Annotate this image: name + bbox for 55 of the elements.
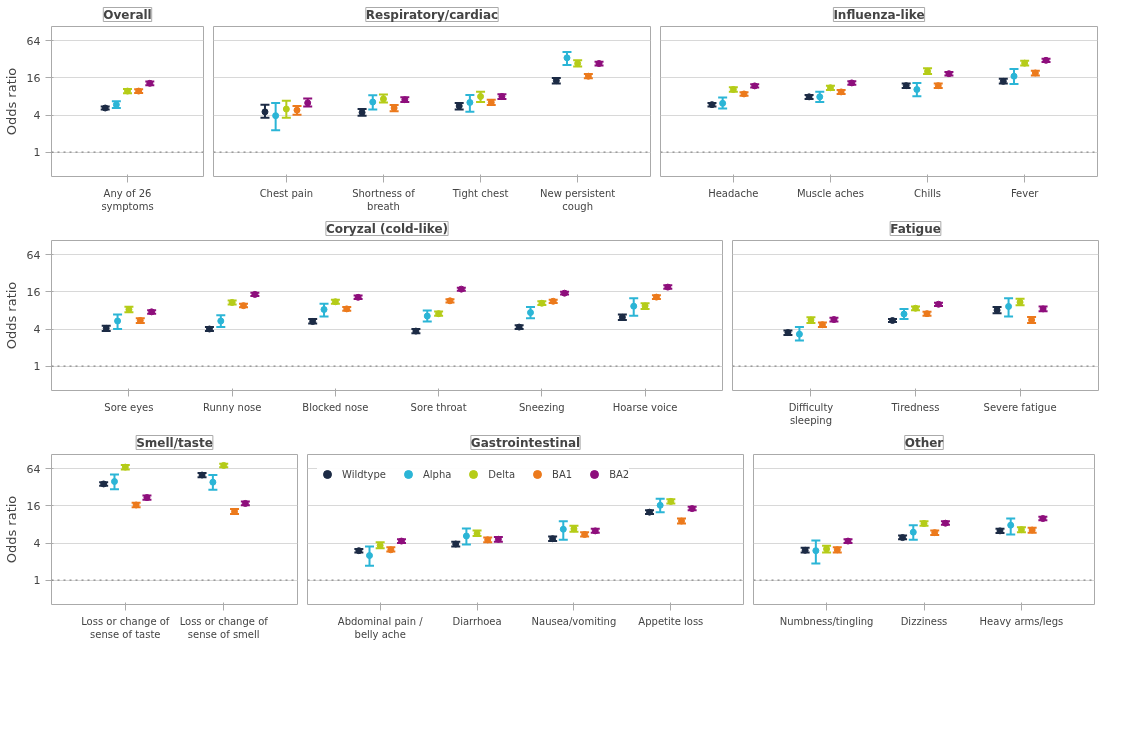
- legend-label: Delta: [488, 468, 516, 480]
- x-tick-label: Tiredness: [890, 401, 940, 413]
- y-tick-label: 4: [33, 537, 41, 551]
- x-tick-label: Tight chest: [451, 187, 509, 199]
- y-tick-label: 4: [33, 323, 41, 337]
- y-axis-title: Odds ratio: [3, 67, 19, 136]
- y-axis-title: Odds ratio: [3, 281, 19, 350]
- x-tick-label: Difficulty sleeping: [788, 401, 834, 426]
- y-tick-label: 1: [33, 574, 41, 588]
- x-tick-label: Abdominal pain / belly ache: [337, 615, 424, 640]
- x-tick-label: Muscle aches: [796, 187, 864, 199]
- legend-label: Alpha: [422, 468, 452, 480]
- y-tick-label: 1: [33, 360, 41, 374]
- x-tick-label: New persistent cough: [540, 187, 616, 212]
- chart-title: Coryzal (cold-like): [325, 221, 449, 236]
- chart-title: Other: [904, 435, 944, 450]
- y-tick-label: 4: [33, 109, 41, 123]
- x-tick-label: Chest pain: [259, 187, 314, 199]
- chart-title: Gastrointestinal: [470, 435, 581, 450]
- x-tick-label: Loss or change of sense of smell: [179, 615, 269, 640]
- chart-title: Influenza-like: [833, 7, 925, 22]
- x-tick-label: Any of 26 symptoms: [101, 187, 154, 212]
- y-tick-label: 1: [33, 146, 41, 160]
- legend-label: BA2: [609, 468, 630, 480]
- x-tick-label: Dizziness: [900, 615, 948, 627]
- x-tick-label: Fever: [1010, 187, 1040, 199]
- x-tick-label: Sneezing: [518, 401, 565, 413]
- x-tick-label: Shortness of breath: [352, 187, 416, 212]
- y-tick-label: 64: [26, 248, 41, 262]
- x-tick-label: Heavy arms/legs: [979, 615, 1064, 627]
- x-tick-label: Diarrhoea: [452, 615, 502, 627]
- x-tick-label: Numbness/tingling: [779, 615, 874, 627]
- x-tick-label: Appetite loss: [638, 615, 704, 627]
- x-tick-label: Sore throat: [410, 401, 467, 413]
- x-tick-label: Chills: [914, 187, 941, 199]
- x-tick-label: Hoarse voice: [612, 401, 678, 413]
- chart-title: Respiratory/cardiac: [365, 7, 499, 22]
- legend-label: BA1: [552, 468, 573, 480]
- x-tick-label: Sore eyes: [104, 401, 154, 413]
- y-tick-label: 64: [26, 34, 41, 48]
- chart-title: Fatigue: [890, 221, 941, 236]
- legend-label: Wildtype: [342, 468, 386, 480]
- x-tick-label: Loss or change of sense of taste: [81, 615, 170, 640]
- y-tick-label: 16: [26, 285, 41, 299]
- x-tick-label: Severe fatigue: [983, 401, 1057, 413]
- chart-title: Overall: [103, 7, 152, 22]
- y-tick-label: 64: [26, 462, 41, 476]
- y-tick-label: 16: [26, 499, 41, 513]
- y-tick-label: 16: [26, 71, 41, 85]
- x-tick-label: Blocked nose: [302, 401, 369, 413]
- x-tick-label: Runny nose: [202, 401, 262, 413]
- y-axis-title: Odds ratio: [3, 495, 19, 564]
- x-tick-label: Nausea/vomiting: [531, 615, 617, 627]
- x-tick-label: Headache: [708, 187, 759, 199]
- chart-title: Smell/taste: [136, 435, 213, 450]
